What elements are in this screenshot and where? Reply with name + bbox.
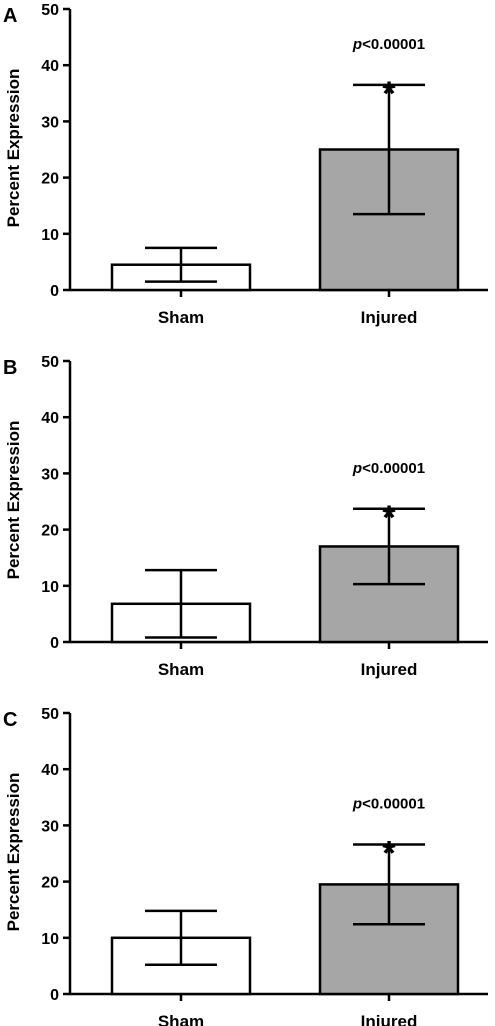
x-category-label: Injured: [361, 1012, 418, 1026]
panel-letter: A: [3, 5, 17, 27]
significance-asterisk: *: [382, 75, 396, 113]
y-tick-label: 10: [41, 579, 59, 596]
x-category-label: Sham: [158, 1012, 204, 1026]
y-tick-label: 50: [41, 706, 59, 723]
y-tick-label: 40: [41, 410, 59, 427]
y-tick-label: 10: [41, 931, 59, 948]
y-axis-label: Percent Expression: [4, 773, 23, 932]
y-tick-label: 30: [41, 114, 59, 131]
significance-asterisk: *: [382, 499, 396, 537]
y-tick-label: 20: [41, 875, 59, 892]
y-tick-label: 0: [50, 987, 59, 1004]
chart-panel-a: A Percent Expression 0 10 20 30 40 50 Sham Injure…: [3, 2, 488, 327]
y-tick-label: 30: [41, 466, 59, 483]
y-tick-label: 50: [41, 2, 59, 19]
panel-letter: C: [3, 709, 17, 731]
panel-letter: B: [3, 357, 17, 379]
y-axis-label: Percent Expression: [4, 421, 23, 580]
p-value-label: p<0.00001: [352, 460, 425, 477]
x-category-label: Sham: [158, 308, 204, 327]
y-tick-label: 10: [41, 227, 59, 244]
p-value-label: p<0.00001: [352, 796, 425, 813]
y-tick-label: 50: [41, 354, 59, 371]
y-tick-label: 40: [41, 762, 59, 779]
y-tick-label: 20: [41, 171, 59, 188]
y-tick-label: 40: [41, 58, 59, 75]
y-axis-label: Percent Expression: [4, 69, 23, 228]
y-tick-label: 20: [41, 523, 59, 540]
significance-asterisk: *: [382, 835, 396, 873]
x-category-label: Injured: [361, 660, 418, 679]
y-tick-label: 0: [50, 635, 59, 652]
x-category-label: Injured: [361, 308, 418, 327]
y-tick-label: 0: [50, 283, 59, 300]
y-tick-label: 30: [41, 818, 59, 835]
chart-panel-c: C Percent Expression 0 10 20 30 40 50 Sham Injure…: [3, 706, 488, 1026]
p-value-label: p<0.00001: [352, 36, 425, 53]
x-category-label: Sham: [158, 660, 204, 679]
chart-panel-b: B Percent Expression 0 10 20 30 40 50 Sham Injure…: [3, 354, 488, 679]
